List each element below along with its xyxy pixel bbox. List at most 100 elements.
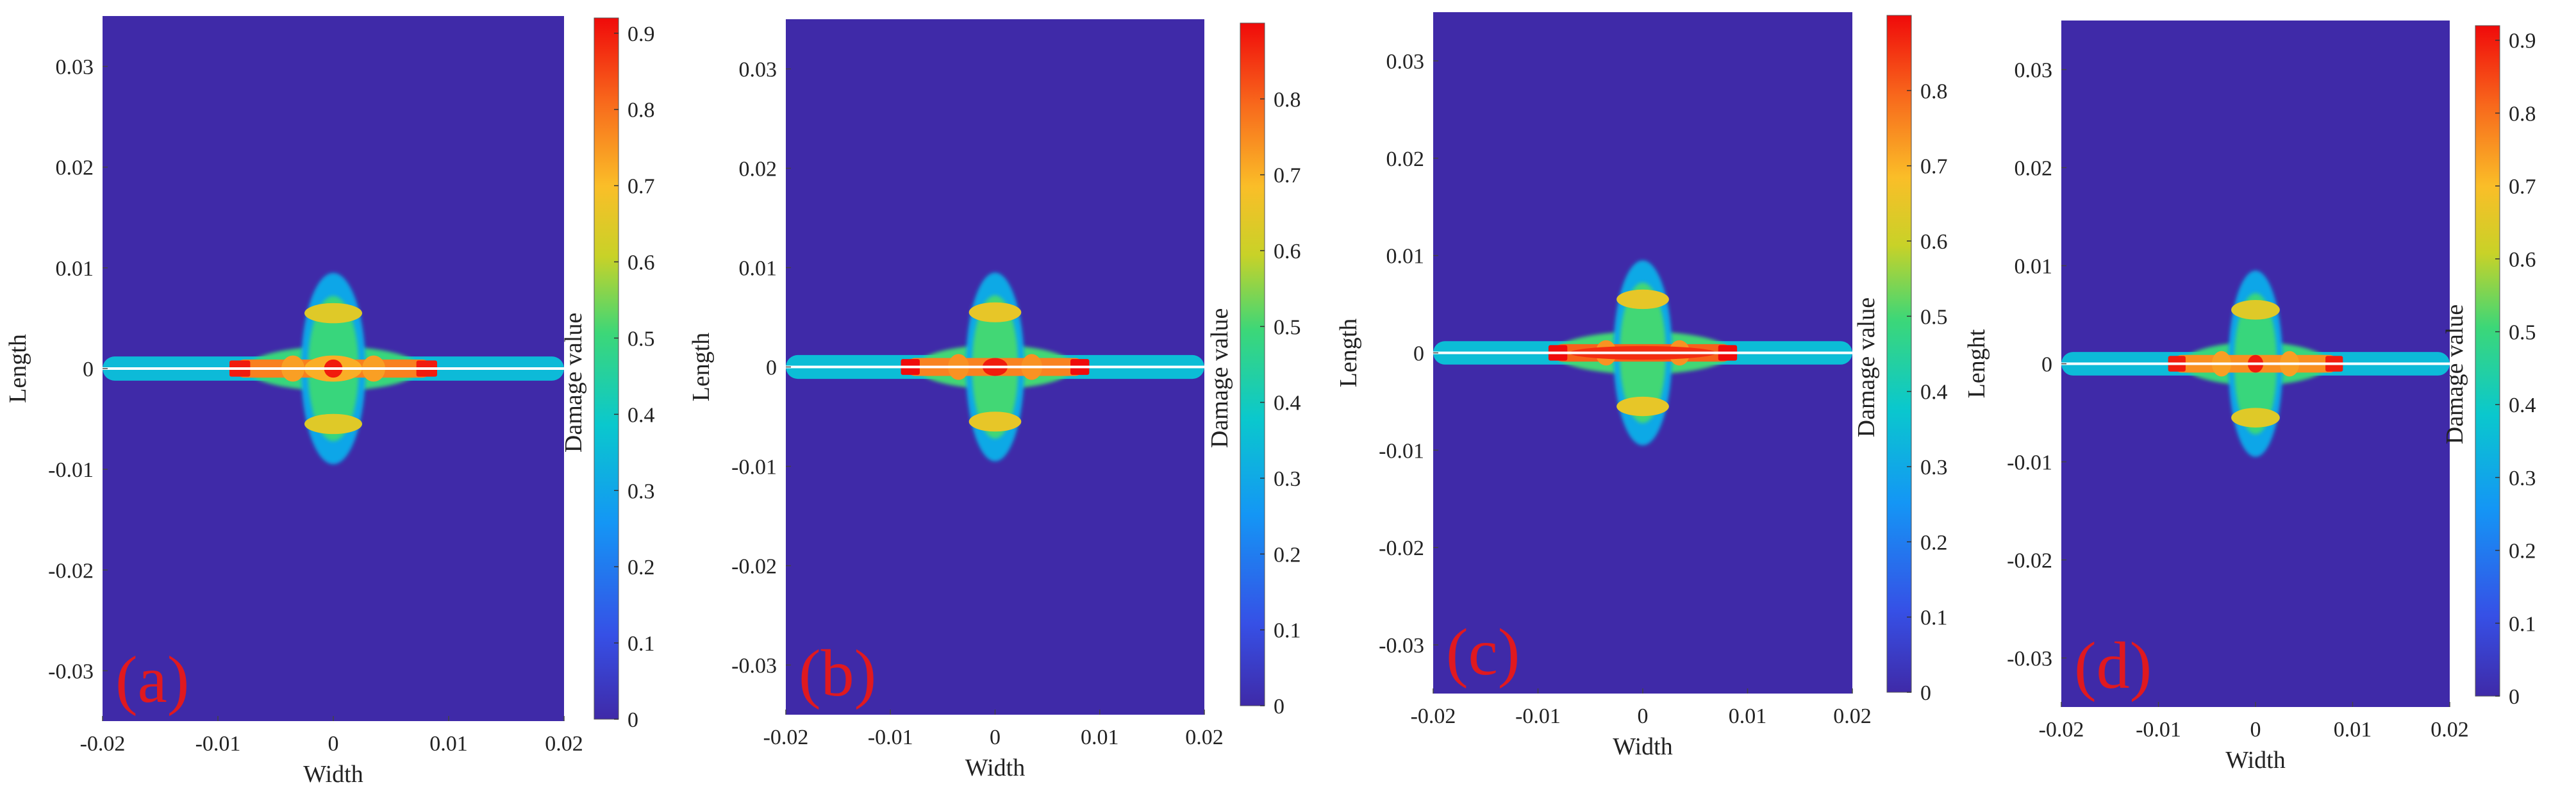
x-tick-label: 0.01: [2334, 718, 2372, 742]
colorbar: [1240, 22, 1265, 706]
colorbar-tick-label: 0.7: [1920, 155, 1948, 179]
colorbar-label: Damage value: [1206, 308, 1233, 448]
y-tick-label: 0.02: [2015, 157, 2053, 181]
colorbar-tick-label: 0.5: [2509, 321, 2536, 345]
colorbar-tick-label: 0.7: [627, 175, 655, 199]
colorbar-tick-label: 0.1: [2509, 612, 2536, 636]
colorbar-tick-label: 0.8: [2509, 102, 2536, 126]
x-axis-label: Width: [2225, 747, 2285, 774]
panel-4: -0.03 -0.02 -0.01 0 0.01 0.02 0.03 -0.02 -0.01 0 0…: [1963, 21, 2536, 774]
panel-label: (d): [2074, 629, 2152, 703]
x-axis-label: Width: [965, 754, 1025, 781]
panel-label: (c): [1446, 615, 1520, 689]
colorbar-tick-label: 0.2: [1920, 531, 1948, 554]
colorbar-tick-label: 0: [2509, 685, 2520, 709]
damage-ring: [968, 302, 1022, 322]
colorbar-tick-label: 0.5: [1920, 305, 1948, 329]
colorbar-label: Damage value: [1853, 297, 1880, 437]
y-tick-label: -0.01: [48, 458, 94, 482]
y-tick-label: -0.02: [731, 555, 777, 579]
x-tick-label: 0.01: [1729, 704, 1767, 728]
colorbar-tick-label: 0.5: [627, 327, 655, 351]
colorbar-tick-label: 0.3: [2509, 467, 2536, 490]
x-tick-label: -0.02: [2039, 718, 2084, 742]
colorbar-tick-label: 0.3: [1274, 467, 1301, 491]
colorbar-tick-label: 0.3: [1920, 456, 1948, 479]
y-tick-label: 0.03: [2015, 59, 2053, 83]
colorbar-tick-label: 0.6: [2509, 248, 2536, 272]
colorbar-label: Damage value: [560, 313, 587, 453]
x-tick-label: 0: [328, 732, 339, 756]
colorbar-tick-label: 0.2: [2509, 540, 2536, 563]
colorbar-tick-label: 0.9: [627, 22, 655, 46]
panel-label: (b): [799, 636, 876, 710]
y-tick-label: 0.02: [1386, 147, 1425, 171]
colorbar-tick-label: 0.6: [1920, 230, 1948, 254]
damage-field: [2061, 270, 2450, 457]
x-tick-label: 0.02: [2431, 718, 2469, 742]
colorbar-tick-label: 0: [1274, 695, 1284, 719]
x-tick-label: -0.01: [195, 732, 241, 756]
panel-2: -0.03 -0.02 -0.01 0 0.01 0.02 0.03 -0.02 -0.01 0 0…: [688, 19, 1301, 781]
y-tick-label: -0.02: [48, 559, 94, 583]
x-tick-label: -0.02: [80, 732, 126, 756]
y-axis-label: Length: [1335, 319, 1362, 388]
y-tick-label: 0.03: [739, 58, 777, 82]
damage-ring: [1616, 396, 1669, 417]
colorbar: [1886, 15, 1912, 693]
damage-field: [103, 272, 564, 465]
colorbar: [2475, 25, 2500, 697]
damage-field: [786, 272, 1204, 462]
x-tick-label: 0.01: [429, 732, 468, 756]
y-tick-label: -0.01: [731, 456, 777, 479]
colorbar: [594, 17, 619, 720]
y-tick-label: -0.01: [2007, 451, 2052, 475]
y-tick-label: 0.03: [56, 56, 94, 79]
colorbar-tick-label: 0.8: [1274, 88, 1301, 112]
x-axis-label: Width: [303, 761, 363, 788]
y-tick-label: 0: [2041, 353, 2052, 377]
y-tick-label: -0.03: [1379, 634, 1424, 658]
colorbar-tick-label: 0.1: [1274, 619, 1301, 643]
colorbar-tick-label: 0.7: [1274, 164, 1301, 188]
y-tick-label: 0.01: [739, 257, 777, 281]
colorbar-tick-label: 0.4: [627, 403, 655, 427]
y-tick-label: -0.01: [1379, 439, 1424, 463]
colorbar-tick-label: 0.6: [627, 251, 655, 275]
damage-field: [1433, 260, 1852, 445]
colorbar-tick-label: 0.1: [627, 632, 655, 656]
colorbar-tick-label: 0.5: [1274, 315, 1301, 339]
y-tick-label: 0.03: [1386, 50, 1425, 74]
colorbar-tick-label: 0.4: [2509, 394, 2536, 417]
y-tick-label: 0: [766, 356, 777, 380]
colorbar-tick-label: 0.8: [627, 99, 655, 122]
x-tick-label: 0.02: [545, 732, 583, 756]
x-tick-label: 0: [2250, 718, 2261, 742]
x-tick-label: -0.01: [1515, 704, 1561, 728]
colorbar-tick-label: 0: [1920, 681, 1931, 705]
colorbar-tick-label: 0.2: [627, 556, 655, 579]
y-tick-label: -0.02: [1379, 537, 1424, 560]
damage-ring: [304, 303, 362, 324]
colorbar-label: Damage value: [2441, 304, 2468, 444]
colorbar-tick-label: 0.2: [1274, 543, 1301, 567]
y-tick-label: 0.01: [1386, 245, 1425, 269]
damage-ring: [304, 413, 362, 435]
x-tick-label: 0: [1638, 704, 1649, 728]
x-tick-label: 0.01: [1081, 726, 1119, 749]
colorbar-tick-label: 0.4: [1274, 392, 1301, 415]
panel-3: -0.03 -0.02 -0.01 0 0.01 0.02 0.03 -0.02 -0.01 0 0…: [1335, 12, 1948, 760]
damage-ring: [2231, 408, 2280, 428]
damage-ring: [968, 412, 1022, 432]
y-tick-label: 0.01: [56, 257, 94, 281]
y-tick-label: -0.03: [48, 660, 94, 683]
y-tick-label: 0: [1413, 342, 1424, 366]
colorbar-tick-label: 0.1: [1920, 606, 1948, 630]
x-tick-label: -0.01: [2136, 718, 2181, 742]
colorbar-tick-label: 0.7: [2509, 175, 2536, 199]
y-tick-label: -0.02: [2007, 549, 2052, 573]
x-tick-label: 0.02: [1833, 704, 1872, 728]
panel-label: (a): [115, 643, 189, 717]
